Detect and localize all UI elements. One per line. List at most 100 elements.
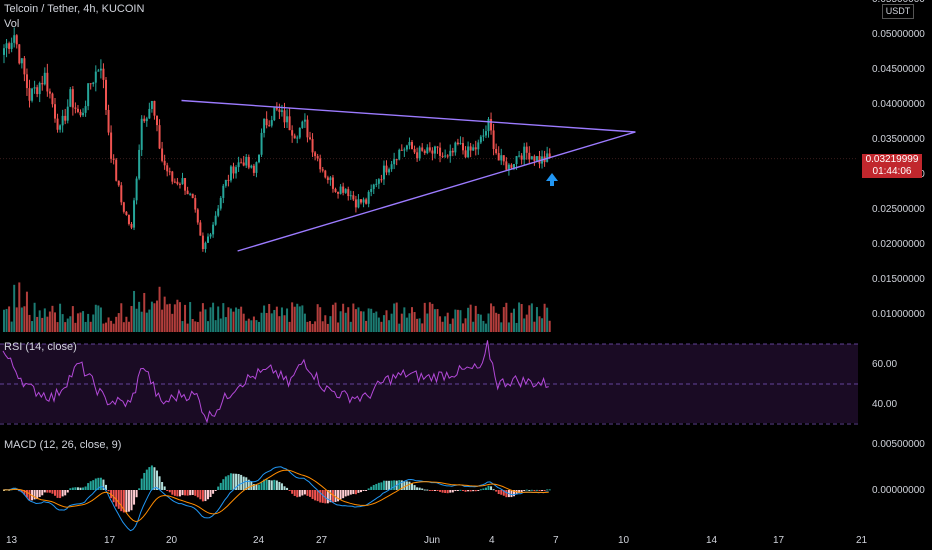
macd-histogram-bar <box>418 487 421 490</box>
volume-bar <box>61 314 64 332</box>
macd-histogram-bar <box>502 490 505 496</box>
candle-body <box>354 199 357 208</box>
macd-histogram-bar <box>492 489 495 491</box>
volume-bar <box>222 303 225 332</box>
volume-bar <box>209 307 212 332</box>
price-axis[interactable]: 0.05500000 0.05000000 0.04500000 0.04000000… <box>872 0 925 496</box>
time-axis[interactable]: 13 17 20 24 27 Jun 4 7 10 14 17 21 <box>6 535 868 546</box>
macd-histogram-bar <box>232 473 235 490</box>
signal-line <box>2 469 549 523</box>
macd-histogram-bar <box>127 490 130 512</box>
volume-bar <box>538 316 541 332</box>
candle-body <box>525 146 528 153</box>
candle-body <box>235 167 238 174</box>
volume-bar <box>107 317 110 332</box>
candle-body <box>69 89 72 107</box>
candle-body <box>33 87 36 89</box>
candle-body <box>184 178 187 191</box>
volume-bar <box>431 303 434 332</box>
candle-body <box>382 165 385 180</box>
volume-bar <box>194 321 197 332</box>
arrow-up-icon <box>546 173 558 186</box>
macd-histogram-bar <box>444 490 447 494</box>
candle-body <box>201 235 204 250</box>
candle-body <box>258 154 260 163</box>
macd-histogram-bar <box>513 490 515 497</box>
candle-body <box>74 107 77 109</box>
macd-histogram-bar <box>48 490 51 493</box>
macd-histogram-bar <box>441 490 444 493</box>
volume-bar <box>416 318 419 332</box>
macd-histogram-bar <box>122 490 125 513</box>
candle-body <box>54 104 56 119</box>
price-tick-label: 0.05500000 <box>872 0 925 5</box>
macd-histogram-bar <box>375 483 378 490</box>
candle-body <box>500 155 503 161</box>
macd-histogram-bar <box>166 490 169 491</box>
price-tick-label: 0.02000000 <box>872 239 925 250</box>
volume-bar <box>184 304 187 332</box>
candle-body <box>171 171 174 182</box>
candle-body <box>377 179 380 184</box>
candle-body <box>400 149 403 151</box>
macd-histogram-bar <box>390 480 393 490</box>
volume-bar <box>513 308 515 332</box>
candle-body <box>13 35 16 43</box>
volume-bar <box>140 311 143 332</box>
macd-histogram-bar <box>41 490 44 496</box>
volume-bar <box>278 316 281 332</box>
candle-body <box>467 146 470 158</box>
volume-bar <box>168 303 171 332</box>
macd-histogram-bar <box>107 490 110 492</box>
macd-histogram-bar <box>59 490 62 499</box>
macd-histogram-bar <box>54 490 56 496</box>
triangle-pattern[interactable] <box>181 99 636 252</box>
volume-bar <box>421 323 424 332</box>
price-tick-label: 0.01500000 <box>872 274 925 285</box>
macd-histogram-bar <box>316 490 319 502</box>
volume-bar <box>71 306 74 332</box>
macd-histogram-bar <box>102 479 105 490</box>
macd-histogram-bar <box>298 490 301 497</box>
macd-histogram-bar <box>433 490 436 491</box>
currency-badge[interactable]: USDT <box>882 4 914 19</box>
macd-tick-label: 0.00000000 <box>872 485 925 496</box>
volume-bar <box>161 309 164 332</box>
macd-histogram-bar <box>201 490 204 502</box>
countdown-tag: 01:44:06 <box>862 166 922 178</box>
macd-histogram-bar <box>194 490 197 496</box>
candle-body <box>153 100 156 116</box>
volume-bar <box>462 323 464 332</box>
rsi-line <box>0 340 858 425</box>
macd-histogram-bar <box>273 479 276 490</box>
candle-body <box>59 125 62 130</box>
volume-bar <box>28 314 31 332</box>
macd-histogram-bar <box>477 490 480 491</box>
candle-body <box>10 42 13 49</box>
macd-histogram-bar <box>184 490 187 496</box>
volume-bar <box>433 309 436 332</box>
macd-histogram-bar <box>530 489 533 491</box>
macd-histogram-bar <box>334 490 337 502</box>
volume-bar <box>505 302 508 332</box>
macd-histogram-bar <box>242 476 245 490</box>
price-tick-label: 0.01000000 <box>872 309 925 320</box>
macd-histogram-bar <box>365 490 368 491</box>
macd-histogram-bar <box>97 477 100 490</box>
macd-histogram-bar <box>449 490 452 493</box>
candle-body <box>316 156 319 159</box>
candle-body <box>89 83 92 85</box>
macd-histogram-bar <box>380 482 383 490</box>
volume-bar <box>311 323 314 332</box>
macd-histogram-bar <box>533 490 536 491</box>
volume-bar <box>459 310 462 332</box>
macd-histogram-bar <box>245 477 248 490</box>
volume-bar <box>250 320 253 332</box>
volume-bar <box>543 303 546 332</box>
volume-bar <box>286 308 289 332</box>
macd-histogram-bar <box>331 490 334 503</box>
macd-histogram-bar <box>426 489 429 491</box>
macd-histogram-bar <box>214 490 217 491</box>
candle-body <box>365 199 368 204</box>
